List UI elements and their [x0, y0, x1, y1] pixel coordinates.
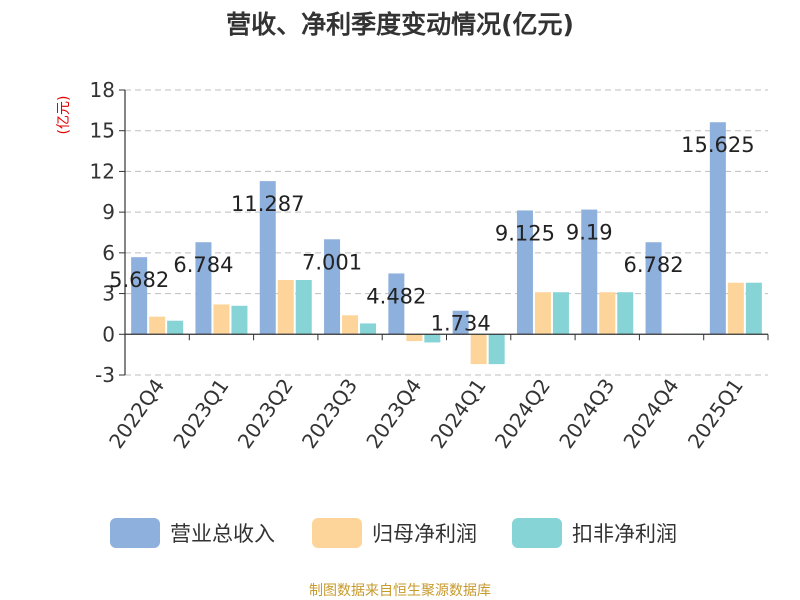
bar — [213, 304, 230, 335]
y-tick-label: 3 — [102, 282, 115, 306]
legend-swatch — [512, 518, 562, 548]
data-label: 7.001 — [302, 250, 362, 274]
bar — [645, 242, 662, 335]
data-label: 6.784 — [173, 253, 233, 277]
bar — [470, 334, 487, 365]
x-tick-label: 2025Q1 — [683, 374, 748, 453]
source-note: 制图数据来自恒生聚源数据库 — [309, 583, 491, 599]
x-tick-label: 2023Q2 — [233, 374, 298, 453]
data-label: 6.782 — [623, 253, 683, 277]
bar — [342, 315, 359, 335]
bar — [709, 122, 726, 335]
data-label: 9.19 — [566, 221, 613, 245]
bar — [295, 280, 312, 335]
bar — [360, 323, 377, 335]
x-tick-label: 2024Q1 — [426, 374, 491, 453]
bar — [488, 334, 505, 365]
data-label: 9.125 — [495, 221, 555, 245]
data-label: 4.482 — [366, 284, 426, 308]
legend-swatch — [110, 518, 160, 548]
bar — [231, 305, 248, 335]
data-label: 11.287 — [231, 192, 304, 216]
y-tick-label: 12 — [90, 159, 115, 183]
bar — [727, 282, 744, 335]
bar — [617, 292, 634, 335]
data-label: 5.682 — [109, 268, 169, 292]
y-tick-label: -3 — [95, 363, 115, 387]
bar — [131, 257, 148, 335]
y-axis-label: (亿元) — [56, 96, 72, 135]
y-tick-label: 15 — [90, 119, 115, 143]
x-tick-label: 2024Q3 — [554, 374, 619, 453]
bar — [324, 239, 341, 335]
y-tick-label: 0 — [102, 322, 115, 346]
data-label: 1.734 — [431, 311, 491, 335]
legend: 营业总收入 归母净利润 扣非净利润 — [110, 518, 677, 548]
bar — [534, 292, 551, 335]
x-tick-label: 2024Q4 — [618, 374, 683, 453]
bar — [406, 334, 423, 342]
bar — [195, 242, 212, 335]
bar — [452, 310, 469, 335]
x-tick-label: 2023Q1 — [168, 374, 233, 453]
bar — [516, 210, 533, 335]
x-tick-label: 2023Q4 — [361, 374, 426, 453]
y-tick-label: 9 — [102, 200, 115, 224]
bar — [745, 282, 762, 335]
bar — [259, 181, 276, 335]
legend-swatch — [312, 518, 362, 548]
bars — [131, 122, 762, 365]
bar — [149, 316, 166, 335]
chart-title: 营收、净利季度变动情况(亿元) — [226, 10, 574, 39]
bar — [388, 273, 405, 335]
legend-label: 归母净利润 — [372, 522, 477, 546]
bar — [599, 292, 616, 335]
bar — [277, 280, 294, 335]
y-tick-label: 6 — [102, 241, 115, 265]
y-tick-label: 18 — [90, 78, 115, 102]
bar — [581, 209, 598, 335]
bar — [552, 292, 569, 335]
bar — [167, 320, 184, 335]
bar — [424, 334, 441, 343]
x-tick-label: 2023Q3 — [297, 374, 362, 453]
x-tick-label: 2024Q2 — [490, 374, 555, 453]
legend-label: 营业总收入 — [170, 522, 275, 546]
data-label: 15.625 — [681, 133, 754, 157]
legend-label: 扣非净利润 — [572, 522, 677, 546]
